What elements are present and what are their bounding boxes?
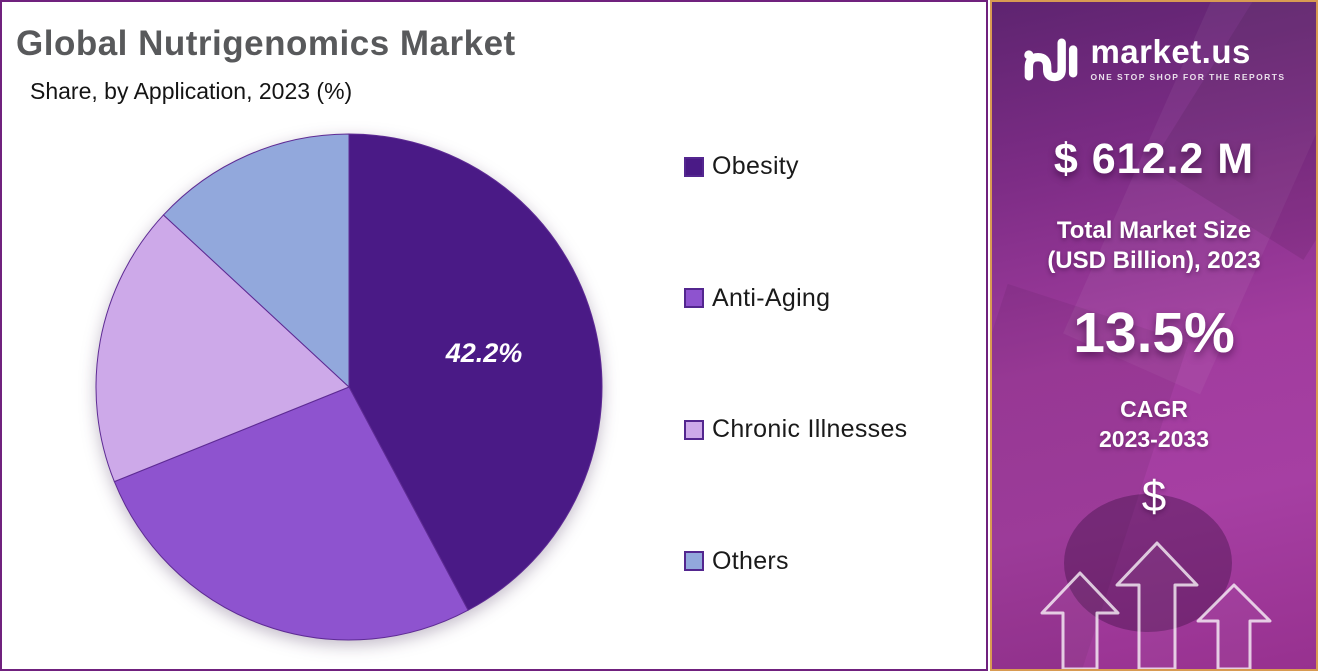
legend-label: Chronic Illnesses [712,415,908,444]
page-title: Global Nutrigenomics Market [16,24,516,63]
legend: Obesity Anti-Aging Chronic Illnesses Others [684,152,907,576]
legend-item-others: Others [684,547,907,576]
chart-subtitle: Share, by Application, 2023 (%) [30,78,353,104]
legend-item-chronic-illnesses: Chronic Illnesses [684,415,907,444]
legend-swatch [684,156,704,177]
chart-panel: Global Nutrigenomics Market Share, by Ap… [0,0,988,671]
market-size-value: $ 612.2 M [1053,135,1255,183]
legend-label: Obesity [712,152,799,180]
cagr-label-line1: CAGR [1120,396,1188,422]
brand-logo: market.us ONE STOP SHOP FOR THE REPORTS [992,32,1316,84]
pie-slice-anti-aging [113,386,469,641]
legend-swatch [684,419,704,440]
brand-tagline: ONE STOP SHOP FOR THE REPORTS [1090,71,1286,82]
legend-swatch [684,288,704,309]
market-size-label-line2: (USD Billion), 2023 [1047,247,1261,274]
legend-label: Anti-Aging [712,283,831,312]
pie-slice-label: 42.2% [445,338,523,368]
cagr-label-line2: 2023-2033 [1099,425,1209,452]
marketus-logo-icon [1024,38,1078,82]
pie-chart: 42.2% [95,133,603,641]
sidebar: market.us ONE STOP SHOP FOR THE REPORTS … [990,0,1318,671]
pie-slice-chronic-illnesses [95,214,350,483]
brand-text: market.us ONE STOP SHOP FOR THE REPORTS [1090,35,1285,82]
legend-item-obesity: Obesity [684,152,907,181]
legend-label: Others [712,546,789,575]
market-size-label-line1: Total Market Size [1056,217,1252,244]
growth-arrows-icon [1040,541,1272,669]
cagr-label: CAGR 2023-2033 [992,395,1316,455]
dollar-icon: $ [1141,472,1167,521]
legend-swatch [684,551,704,572]
pie-slice-others [162,133,350,389]
pie-slice-obesity [348,133,603,611]
decorative-circle [1064,494,1232,632]
cagr-value: 13.5% [1073,301,1235,365]
market-size-label: Total Market Size (USD Billion), 2023 [992,216,1316,276]
brand-name: market.us [1090,32,1251,70]
legend-item-anti-aging: Anti-Aging [684,284,907,313]
